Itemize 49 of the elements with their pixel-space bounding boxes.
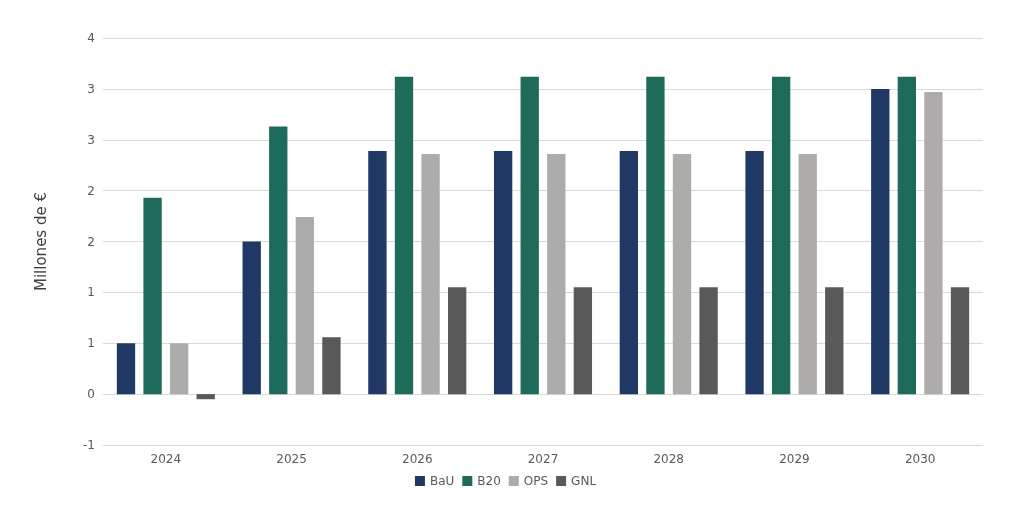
bar bbox=[169, 343, 189, 395]
bar bbox=[771, 76, 791, 395]
legend-label: GNL bbox=[571, 474, 597, 488]
y-tick-label: 2 bbox=[87, 234, 95, 249]
bar bbox=[295, 217, 315, 395]
x-tick-label: 2024 bbox=[150, 452, 182, 466]
y-axis-title: Millones de € bbox=[31, 191, 50, 292]
x-tick-label: 2026 bbox=[402, 452, 433, 466]
y-tick-label: -1 bbox=[83, 438, 95, 452]
bar bbox=[619, 150, 639, 395]
x-tick-label: 2027 bbox=[527, 452, 559, 466]
bar bbox=[269, 126, 288, 395]
bar bbox=[871, 88, 890, 395]
bar bbox=[798, 154, 817, 395]
bar bbox=[897, 76, 917, 395]
legend-label: B20 bbox=[477, 474, 501, 488]
bar bbox=[447, 287, 467, 395]
bar bbox=[322, 337, 341, 395]
y-tick-label: 4 bbox=[87, 31, 95, 45]
y-tick-label: 1 bbox=[87, 285, 95, 300]
bar bbox=[924, 91, 943, 395]
bar bbox=[421, 154, 440, 395]
bar bbox=[672, 154, 692, 395]
bar bbox=[242, 241, 261, 395]
bar bbox=[116, 343, 136, 395]
bar bbox=[368, 150, 387, 395]
bar bbox=[825, 287, 844, 395]
x-tick-label: 2028 bbox=[653, 452, 684, 466]
y-tick-label: 0 bbox=[87, 387, 95, 402]
bar bbox=[394, 76, 414, 395]
bar bbox=[547, 154, 566, 395]
legend-label: BaU bbox=[429, 474, 455, 488]
bar bbox=[745, 150, 764, 395]
bar bbox=[196, 394, 215, 400]
x-tick-label: 2030 bbox=[904, 452, 936, 466]
bar bbox=[950, 287, 970, 395]
bar bbox=[143, 197, 162, 395]
bar bbox=[493, 150, 513, 395]
legend-label: OPS bbox=[523, 474, 549, 488]
bar bbox=[573, 287, 593, 395]
y-tick-label: 2 bbox=[87, 183, 95, 198]
bar bbox=[699, 287, 718, 395]
x-tick-label: 2029 bbox=[779, 452, 810, 466]
y-tick-label: 3 bbox=[87, 81, 95, 96]
bar bbox=[520, 76, 539, 395]
bar bbox=[646, 76, 665, 395]
x-tick-label: 2025 bbox=[276, 452, 307, 466]
y-tick-label: 3 bbox=[87, 132, 95, 147]
y-tick-label: 1 bbox=[87, 336, 95, 351]
